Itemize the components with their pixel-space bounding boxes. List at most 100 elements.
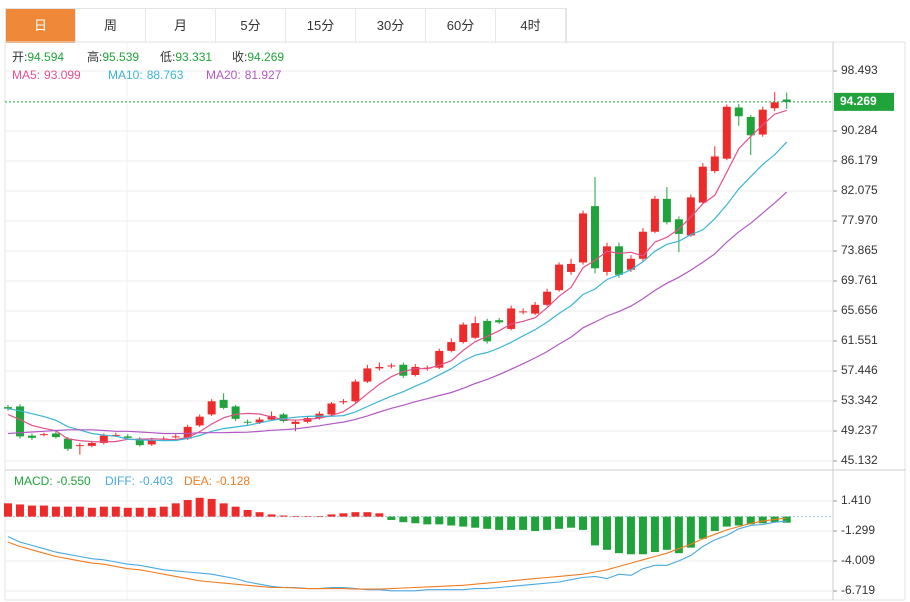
candle-body: [123, 436, 132, 438]
macd-bar: [15, 504, 24, 517]
candle-body: [75, 445, 84, 447]
period-tab[interactable]: 30分: [356, 9, 426, 43]
candle-body: [411, 366, 420, 375]
candle-body: [303, 418, 312, 422]
macd-bar: [315, 516, 324, 517]
candle-body: [722, 106, 731, 159]
period-tab[interactable]: 5分: [216, 9, 286, 43]
macd-bar: [423, 516, 432, 525]
y-tick-label: 86.179: [841, 153, 878, 167]
macd-bar: [459, 516, 468, 527]
macd-bar: [135, 507, 144, 517]
candle-body: [447, 342, 456, 351]
candle-body: [758, 109, 767, 135]
macd-bar: [555, 516, 564, 529]
macd-bar: [243, 509, 252, 517]
quote-value: 94.594: [27, 50, 64, 64]
period-tabs: 日周月 5分 15分 30分 60分 4时: [5, 8, 567, 43]
macd-bar: [495, 516, 504, 530]
quote-value: 95.539: [102, 50, 139, 64]
macd-bar: [435, 516, 444, 525]
macd-bar: [3, 503, 12, 517]
quote-item: 高:95.539: [87, 49, 139, 64]
macd-bar: [543, 516, 552, 530]
period-tab[interactable]: 周: [76, 9, 146, 43]
macd-bar: [171, 503, 180, 517]
candle-body: [698, 166, 707, 203]
macd-bar: [662, 516, 671, 550]
macd-bar: [591, 516, 600, 546]
candle-body: [363, 368, 372, 382]
macd-bar: [219, 503, 228, 517]
quote-label: 低:: [160, 50, 175, 64]
period-tab[interactable]: 60分: [426, 9, 496, 43]
candle-body: [339, 401, 348, 403]
candle-body: [555, 264, 564, 291]
y-tick-label: -1.299: [841, 523, 875, 537]
macd-bar: [51, 506, 60, 517]
legend-name: MA5:: [12, 68, 40, 82]
candle-body: [614, 246, 623, 275]
legend-value: 81.927: [245, 68, 282, 82]
legend-value: 93.099: [44, 68, 81, 82]
legend-item: MA5: 93.099: [12, 68, 81, 82]
period-tab[interactable]: 日: [6, 9, 76, 43]
macd-bar: [87, 507, 96, 517]
candle-body: [255, 419, 264, 423]
period-tab[interactable]: 月: [146, 9, 216, 43]
period-tab[interactable]: 15分: [286, 9, 356, 43]
macd-bar: [722, 516, 731, 527]
period-tab[interactable]: 4时: [496, 9, 566, 43]
macd-bar: [710, 516, 719, 532]
macd-bar: [746, 516, 755, 525]
y-tick-label: 77.970: [841, 213, 878, 227]
macd-bar: [447, 516, 456, 526]
candle-body: [327, 403, 336, 415]
candle-body: [39, 434, 48, 436]
candle-body: [3, 407, 12, 409]
candle-body: [375, 366, 384, 369]
candle-body: [674, 219, 683, 234]
macd-bar: [207, 498, 216, 517]
candle-body: [99, 435, 108, 443]
macd-bar: [507, 516, 516, 530]
y-tick-label: 73.865: [841, 243, 878, 257]
candle-body: [291, 421, 300, 424]
macd-bar: [471, 516, 480, 528]
candle-body: [626, 258, 635, 270]
macd-bar: [579, 516, 588, 530]
macd-bar: [411, 516, 420, 524]
macd-bar: [387, 516, 396, 520]
candle-body: [399, 364, 408, 376]
candle-body: [135, 438, 144, 446]
macd-bar: [183, 500, 192, 517]
macd-line: [7, 517, 787, 590]
legend-value: 88.763: [147, 68, 184, 82]
macd-bar: [351, 512, 360, 517]
candle-body: [231, 406, 240, 419]
macd-bar: [734, 516, 743, 526]
legend-name: DEA:: [184, 474, 212, 488]
y-tick-label: 90.284: [841, 123, 878, 137]
y-tick-label: 82.075: [841, 183, 878, 197]
macd-bar: [123, 507, 132, 517]
candle-body: [459, 324, 468, 343]
candle-body: [435, 350, 444, 368]
quote-label: 收:: [232, 50, 247, 64]
quote-value: 93.331: [175, 50, 212, 64]
macd-bar: [650, 516, 659, 553]
legend-value: -0.403: [139, 474, 173, 488]
y-tick-label: 57.446: [841, 363, 878, 377]
macd-bar: [686, 516, 695, 548]
candle-body: [770, 102, 779, 109]
candle-body: [543, 291, 552, 305]
quote-value: 94.269: [247, 50, 284, 64]
macd-bar: [531, 516, 540, 532]
y-tick-label: 53.342: [841, 393, 878, 407]
quote-item: 开:94.594: [12, 50, 64, 64]
candle-body: [51, 433, 60, 438]
quote-item: 低:93.331: [160, 50, 212, 64]
macd-bar: [339, 513, 348, 517]
ma-line: [7, 141, 788, 442]
